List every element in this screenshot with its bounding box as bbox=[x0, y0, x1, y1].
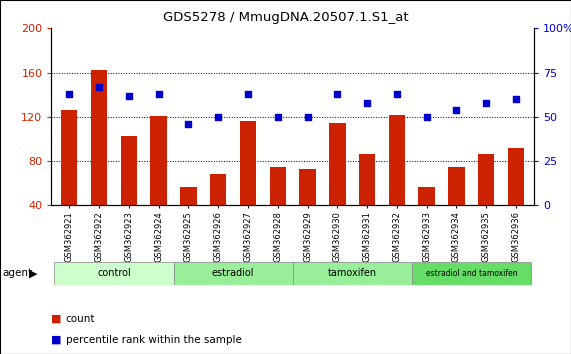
Bar bbox=[329, 124, 345, 205]
Point bbox=[243, 91, 252, 97]
Text: percentile rank within the sample: percentile rank within the sample bbox=[66, 335, 242, 345]
Point bbox=[392, 91, 401, 97]
Bar bbox=[61, 110, 78, 205]
Bar bbox=[270, 167, 286, 205]
Bar bbox=[210, 175, 226, 205]
Text: ■: ■ bbox=[51, 314, 62, 324]
Point bbox=[65, 91, 74, 97]
Text: estradiol: estradiol bbox=[212, 268, 254, 279]
Bar bbox=[54, 262, 174, 285]
Bar bbox=[359, 154, 375, 205]
Text: agent: agent bbox=[3, 268, 33, 279]
Point bbox=[124, 93, 134, 98]
Text: estradiol and tamoxifen: estradiol and tamoxifen bbox=[425, 269, 517, 278]
Bar bbox=[180, 187, 196, 205]
Bar bbox=[174, 262, 292, 285]
Text: count: count bbox=[66, 314, 95, 324]
Point bbox=[303, 114, 312, 120]
Bar bbox=[478, 154, 494, 205]
Text: control: control bbox=[97, 268, 131, 279]
Text: GDS5278 / MmugDNA.20507.1.S1_at: GDS5278 / MmugDNA.20507.1.S1_at bbox=[163, 11, 408, 24]
Bar bbox=[240, 121, 256, 205]
Bar bbox=[448, 167, 465, 205]
Point bbox=[94, 84, 103, 90]
Bar bbox=[120, 136, 137, 205]
Point bbox=[184, 121, 193, 127]
Point bbox=[273, 114, 282, 120]
Text: ▶: ▶ bbox=[29, 268, 37, 279]
Text: ■: ■ bbox=[51, 335, 62, 345]
Point bbox=[333, 91, 342, 97]
Text: tamoxifen: tamoxifen bbox=[328, 268, 377, 279]
Bar bbox=[91, 70, 107, 205]
Point bbox=[363, 100, 372, 105]
Bar bbox=[293, 262, 412, 285]
Point bbox=[422, 114, 431, 120]
Point bbox=[512, 96, 521, 102]
Bar bbox=[412, 262, 531, 285]
Bar bbox=[389, 115, 405, 205]
Point bbox=[452, 107, 461, 113]
Bar bbox=[419, 187, 435, 205]
Bar bbox=[508, 148, 524, 205]
Bar bbox=[150, 116, 167, 205]
Point bbox=[482, 100, 491, 105]
Point bbox=[214, 114, 223, 120]
Point bbox=[154, 91, 163, 97]
Bar bbox=[299, 169, 316, 205]
